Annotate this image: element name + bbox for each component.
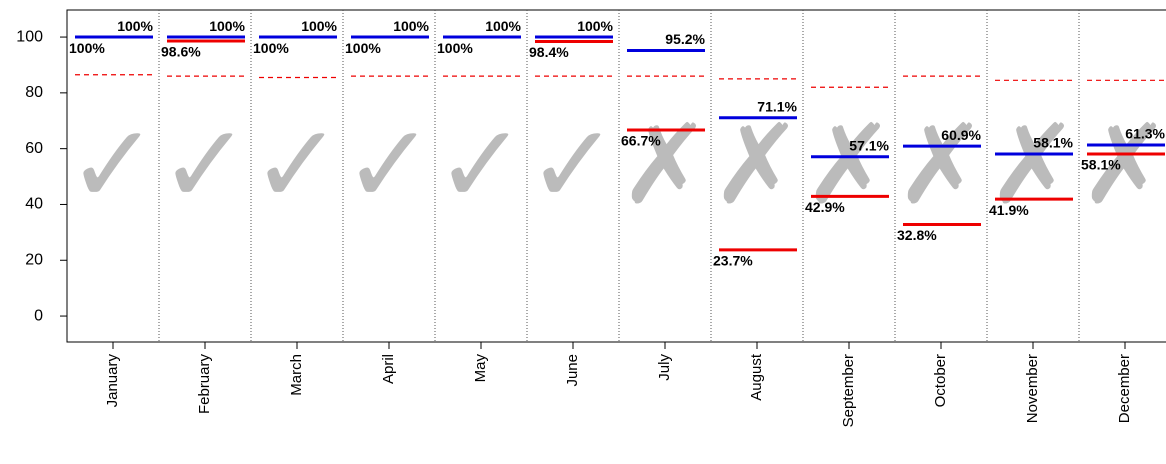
value-label: 100% [301,18,337,34]
status-icon: ✓ [527,100,619,228]
value-label: 58.1% [1033,135,1073,151]
value-label: 100% [437,40,473,56]
x-tick-label: September [840,354,857,427]
status-icon: ✓ [343,100,435,228]
x-tick-label: March [288,354,305,396]
value-label: 32.8% [897,227,937,243]
x-tick-label: July [656,354,673,381]
status-icon: ✗ [895,100,987,228]
status-icon: ✓ [251,100,343,228]
x-tick-label: June [564,354,581,387]
y-tick-label: 0 [34,307,43,324]
value-label: 23.7% [713,253,753,269]
value-label: 66.7% [621,133,661,149]
value-label: 98.4% [529,44,569,60]
y-tick-label: 100 [16,28,43,45]
value-label: 58.1% [1081,157,1121,173]
status-icon: ✓ [159,100,251,228]
value-label: 42.9% [805,199,845,215]
value-label: 100% [577,18,613,34]
y-tick-label: 80 [25,84,43,101]
status-icon: ✗ [619,100,711,228]
x-tick-label: May [472,354,489,383]
value-label: 41.9% [989,202,1029,218]
status-icon: ✗ [1079,100,1166,228]
value-label: 100% [117,18,153,34]
value-label: 100% [485,18,521,34]
status-icon: ✗ [987,100,1079,228]
x-tick-label: December [1116,354,1133,423]
value-label: 57.1% [849,137,889,153]
status-icon: ✗ [711,100,803,228]
x-tick-label: January [104,354,121,408]
status-icon: ✓ [67,100,159,228]
value-label: 60.9% [941,127,981,143]
value-label: 95.2% [665,31,705,47]
y-tick-label: 40 [25,196,43,213]
value-label: 71.1% [757,98,797,114]
status-icon: ✗ [803,100,895,228]
y-tick-label: 60 [25,140,43,157]
x-tick-label: October [932,354,949,407]
value-label: 98.6% [161,44,201,60]
y-tick-label: 20 [25,251,43,268]
value-label: 100% [345,40,381,56]
value-label: 100% [253,40,289,56]
status-icon: ✓ [435,100,527,228]
value-label: 100% [209,18,245,34]
x-tick-label: February [196,354,213,415]
x-tick-label: April [380,354,397,384]
x-tick-label: August [748,353,765,401]
x-tick-label: November [1024,354,1041,423]
value-label: 100% [69,40,105,56]
value-label: 100% [393,18,429,34]
value-label: 61.3% [1125,126,1165,142]
